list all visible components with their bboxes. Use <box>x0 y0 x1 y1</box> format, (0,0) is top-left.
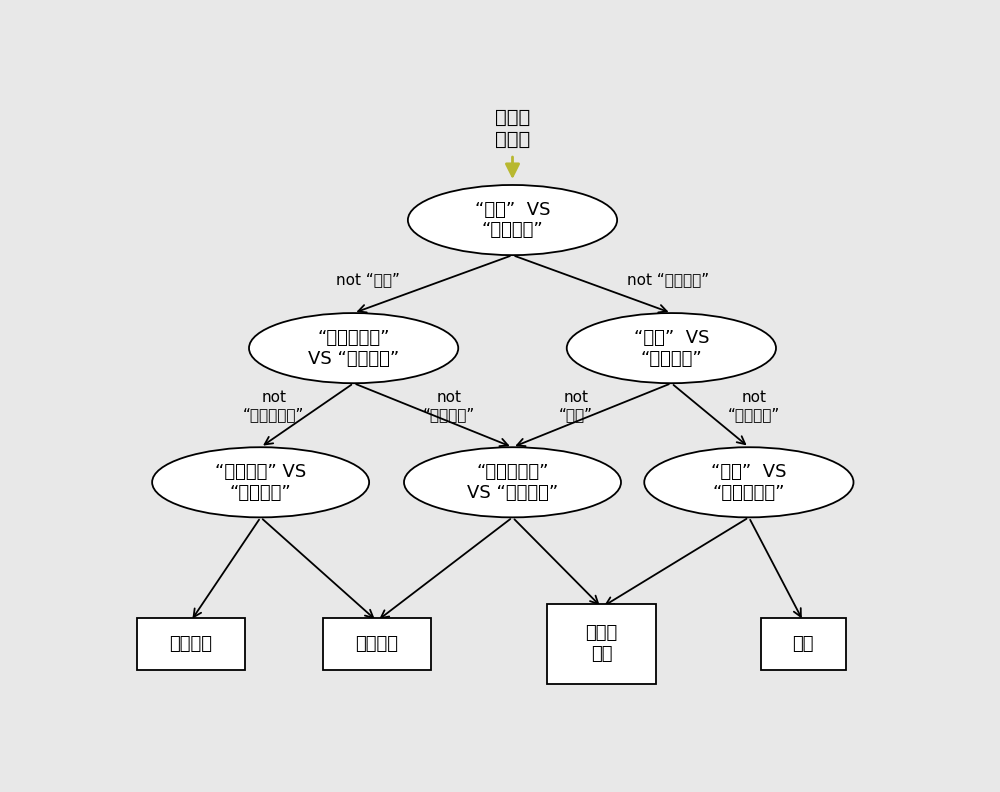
Text: 滚动体
故障: 滚动体 故障 <box>586 625 618 663</box>
Text: “正常”  VS
“外圈故障”: “正常” VS “外圈故障” <box>475 200 550 239</box>
Text: 正常: 正常 <box>792 635 814 653</box>
Text: “正常”  VS
“内圈故障”: “正常” VS “内圈故障” <box>634 329 709 367</box>
Ellipse shape <box>408 185 617 255</box>
Text: 内圈故障: 内圈故障 <box>355 635 398 653</box>
Ellipse shape <box>249 313 458 383</box>
Text: “内圈故障” VS
“外圈故障”: “内圈故障” VS “外圈故障” <box>215 463 306 501</box>
Text: not
“滚动体故障”: not “滚动体故障” <box>243 390 304 422</box>
Text: not “正常”: not “正常” <box>336 272 400 287</box>
FancyBboxPatch shape <box>761 618 846 670</box>
Text: “滚动体故障”
VS “内圈故障”: “滚动体故障” VS “内圈故障” <box>467 463 558 501</box>
Text: not “外圈故障”: not “外圈故障” <box>627 272 709 287</box>
Text: not
“内圈故障”: not “内圈故障” <box>728 390 780 422</box>
FancyBboxPatch shape <box>137 618 245 670</box>
FancyBboxPatch shape <box>323 618 431 670</box>
Text: not
“正常”: not “正常” <box>559 390 593 422</box>
Text: “正常”  VS
“滚动体故障”: “正常” VS “滚动体故障” <box>711 463 787 501</box>
Ellipse shape <box>644 447 854 517</box>
Text: 外圈故障: 外圈故障 <box>169 635 212 653</box>
Ellipse shape <box>152 447 369 517</box>
Ellipse shape <box>404 447 621 517</box>
Ellipse shape <box>567 313 776 383</box>
Text: 全部数
据样本: 全部数 据样本 <box>495 108 530 149</box>
Text: “滚动体故障”
VS “外圈故障”: “滚动体故障” VS “外圈故障” <box>308 329 399 367</box>
Text: not
“外圈故障”: not “外圈故障” <box>423 390 475 422</box>
FancyBboxPatch shape <box>547 604 656 683</box>
